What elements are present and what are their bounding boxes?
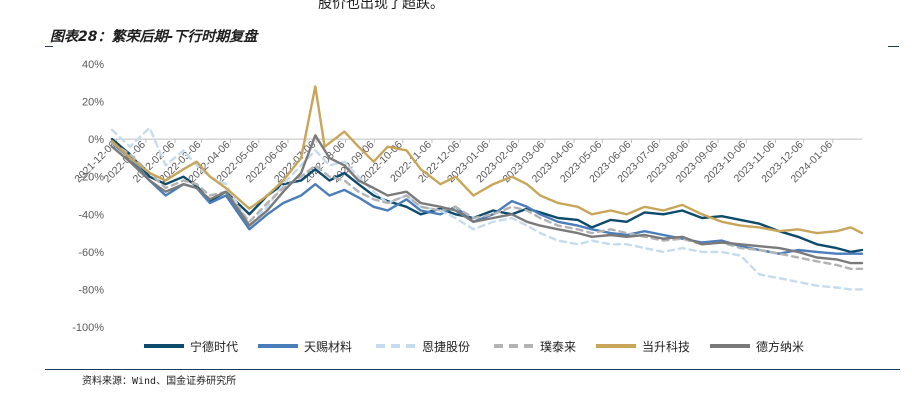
legend-label: 宁德时代	[190, 339, 238, 354]
footer-rule	[45, 369, 900, 370]
title-rule-right	[888, 46, 899, 47]
y-tick-label: 0%	[88, 134, 104, 146]
line-chart: 40%20%0%-20%-40%-60%-80%-100%2021-12-062…	[72, 59, 864, 354]
series-line-5	[110, 85, 864, 235]
preceding-paragraph-text: 股价也出现了超跌。	[318, 0, 444, 12]
title-rule-left	[45, 46, 53, 47]
series-line-6	[110, 134, 864, 265]
y-tick-label: -100%	[72, 322, 104, 334]
legend-label: 恩捷股份	[422, 340, 470, 354]
y-tick-label: 40%	[82, 59, 104, 71]
legend-label: 璞泰来	[540, 340, 576, 354]
legend-label: 德方纳米	[756, 339, 804, 354]
legend-label: 天赐材料	[304, 340, 352, 354]
figure-title: 图表28：繁荣后期-下行时期复盘	[50, 29, 258, 45]
y-tick-label: -80%	[78, 284, 104, 296]
series-line-3	[110, 126, 864, 291]
y-tick-label: -20%	[78, 172, 104, 184]
legend-label: 当升科技	[642, 340, 690, 354]
source-note: 资料来源：Wind、国金证券研究所	[82, 376, 237, 387]
y-tick-label: -40%	[78, 209, 104, 221]
y-tick-label: -60%	[78, 247, 104, 259]
y-tick-label: 20%	[82, 97, 104, 109]
